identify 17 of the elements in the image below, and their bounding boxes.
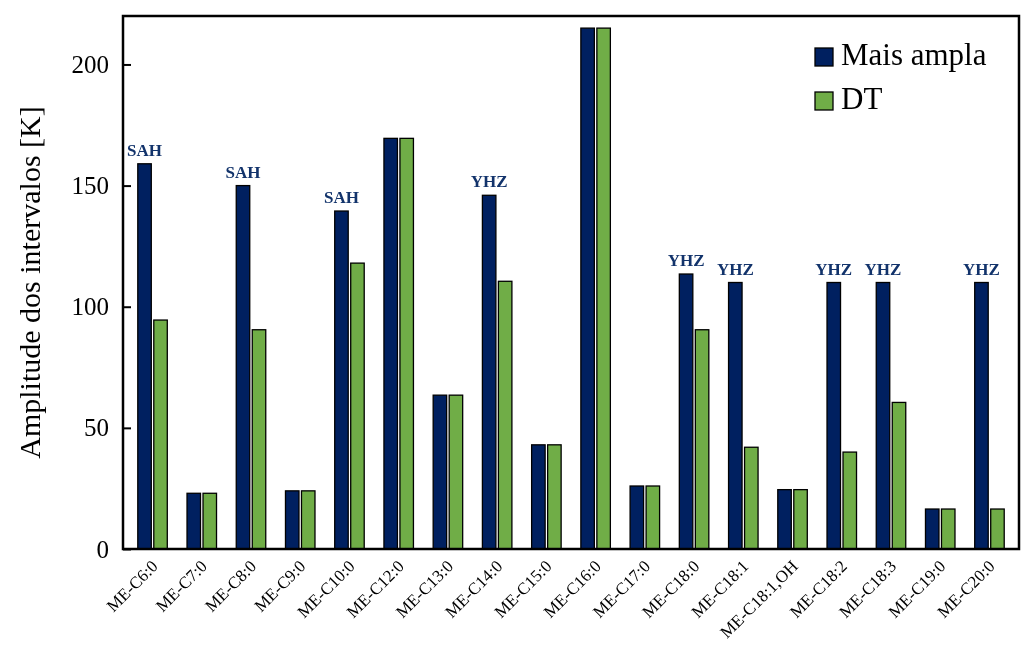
y-tick-label: 100 [71, 293, 109, 321]
annotation: YHZ [716, 259, 754, 279]
legend-label: DT [841, 81, 883, 116]
annotation: SAH [127, 140, 163, 160]
legend-label: Mais ampla [841, 37, 987, 72]
annotation: YHZ [963, 259, 1000, 279]
annotation: YHZ [470, 172, 508, 192]
y-tick-label: 0 [96, 535, 109, 563]
y-axis-title: Amplitude dos intervalos [K] [13, 106, 46, 459]
annotation: YHZ [864, 259, 902, 279]
annotation: SAH [225, 162, 261, 182]
annotation: YHZ [667, 251, 705, 271]
y-tick-label: 200 [71, 50, 109, 78]
y-tick-label: 150 [71, 172, 109, 200]
y-tick-label: 50 [84, 414, 109, 442]
annotation: YHZ [815, 259, 853, 279]
annotation: SAH [323, 188, 359, 208]
